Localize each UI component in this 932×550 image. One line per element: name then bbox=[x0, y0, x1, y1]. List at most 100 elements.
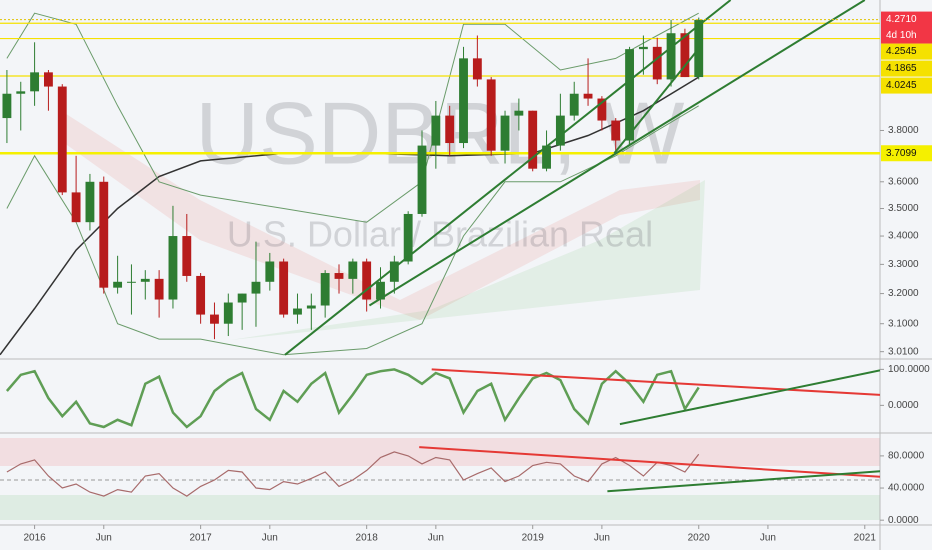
candle-body bbox=[140, 278, 150, 282]
x-tick-label: Jun bbox=[594, 533, 610, 544]
level-badge bbox=[881, 60, 932, 77]
candle-body bbox=[154, 278, 164, 300]
candle-body bbox=[320, 273, 330, 306]
candle-body bbox=[500, 115, 510, 151]
y-tick-label: 40.0000 bbox=[888, 483, 925, 494]
y-tick-label: 3.8000 bbox=[888, 125, 919, 136]
pane bbox=[0, 0, 880, 356]
watermark-name: U.S. Dollar / Brazilian Real bbox=[227, 214, 653, 255]
candle-body bbox=[251, 281, 261, 294]
candle-body bbox=[113, 281, 123, 288]
last-price-badge bbox=[881, 11, 932, 44]
y-tick-label: 3.0100 bbox=[888, 346, 919, 357]
candle-body bbox=[2, 93, 12, 119]
candle-body bbox=[597, 98, 607, 121]
candle-body bbox=[542, 145, 551, 169]
y-tick-label: 3.2000 bbox=[888, 288, 919, 299]
candle-body bbox=[85, 181, 95, 223]
candle-body bbox=[486, 79, 496, 151]
countdown-label: 4d 10h bbox=[886, 30, 917, 41]
candle-body bbox=[362, 261, 372, 300]
oversold-zone bbox=[0, 495, 880, 520]
candle-body bbox=[127, 281, 136, 283]
candle-body bbox=[389, 261, 399, 282]
candle-body bbox=[237, 293, 247, 303]
oscillator-line bbox=[5, 368, 700, 429]
candle-body bbox=[71, 192, 81, 223]
candle-body bbox=[265, 261, 275, 282]
y-tick-label: 3.6000 bbox=[888, 176, 919, 187]
cloud bbox=[230, 180, 705, 340]
y-tick-label: 0.0000 bbox=[888, 400, 919, 411]
y-tick-label: 0.0000 bbox=[888, 515, 919, 526]
pane bbox=[5, 368, 880, 429]
candle-body bbox=[417, 145, 427, 214]
y-tick-label: 3.4000 bbox=[888, 231, 919, 242]
candle-body bbox=[569, 93, 579, 116]
candle-body bbox=[403, 213, 413, 262]
x-tick-label: 2020 bbox=[688, 533, 711, 544]
candle-body bbox=[431, 115, 441, 146]
candle-body bbox=[30, 72, 40, 92]
oscillator-line bbox=[6, 451, 700, 497]
level-badge bbox=[881, 145, 932, 162]
trend-line bbox=[607, 470, 880, 493]
candle-body bbox=[279, 261, 289, 315]
candle-body bbox=[44, 72, 53, 87]
candle-body bbox=[334, 273, 344, 279]
x-tick-label: Jun bbox=[428, 533, 444, 544]
candle-body bbox=[196, 275, 206, 315]
trend-line bbox=[284, 0, 732, 356]
indicator-line bbox=[6, 12, 699, 223]
y-tick-label: 100.0000 bbox=[888, 364, 930, 375]
x-tick-label: Jun bbox=[760, 533, 776, 544]
candle-body bbox=[223, 302, 233, 324]
candle-body bbox=[99, 181, 109, 288]
y-tick-label: 3.1000 bbox=[888, 318, 919, 329]
candle-body bbox=[306, 305, 316, 309]
x-tick-label: Jun bbox=[262, 533, 278, 544]
level-label: 4.1865 bbox=[886, 63, 917, 74]
candle-body bbox=[182, 236, 192, 276]
candle-body bbox=[168, 236, 178, 300]
candle-body bbox=[514, 110, 524, 116]
y-tick-label: 3.3000 bbox=[888, 259, 919, 270]
candle-body bbox=[472, 58, 482, 80]
candle-body bbox=[528, 110, 538, 169]
candle-body bbox=[16, 91, 26, 94]
candle-body bbox=[680, 33, 690, 78]
level-badge bbox=[881, 77, 932, 94]
candle-body bbox=[625, 49, 634, 141]
candle-body bbox=[376, 281, 385, 300]
pane bbox=[6, 446, 880, 497]
candle-body bbox=[611, 120, 621, 141]
x-tick-label: 2019 bbox=[522, 533, 545, 544]
candle-body bbox=[445, 115, 455, 144]
y-tick-label: 80.0000 bbox=[888, 451, 925, 462]
level-badge bbox=[881, 43, 932, 60]
x-tick-label: 2017 bbox=[190, 533, 213, 544]
y-tick-label: 3.5000 bbox=[888, 203, 919, 214]
candle-body bbox=[555, 115, 565, 146]
level-label: 4.2545 bbox=[886, 46, 917, 57]
candle-body bbox=[666, 33, 676, 80]
x-tick-label: 2016 bbox=[23, 533, 46, 544]
trend-line bbox=[419, 446, 880, 478]
trend-line bbox=[431, 368, 880, 396]
trend-line bbox=[619, 369, 880, 426]
candle-body bbox=[652, 46, 662, 80]
candle-body bbox=[583, 93, 593, 99]
candle-body bbox=[638, 46, 648, 50]
candle-body bbox=[57, 86, 67, 193]
x-tick-label: 2021 bbox=[854, 533, 877, 544]
candle-body bbox=[210, 314, 219, 324]
cloud bbox=[60, 110, 700, 320]
level-label: 4.0245 bbox=[886, 80, 917, 91]
level-label: 3.7099 bbox=[886, 148, 917, 159]
candle-body bbox=[293, 308, 302, 315]
overbought-zone bbox=[0, 438, 880, 466]
candle-body bbox=[348, 261, 358, 279]
trend-line bbox=[368, 0, 866, 307]
